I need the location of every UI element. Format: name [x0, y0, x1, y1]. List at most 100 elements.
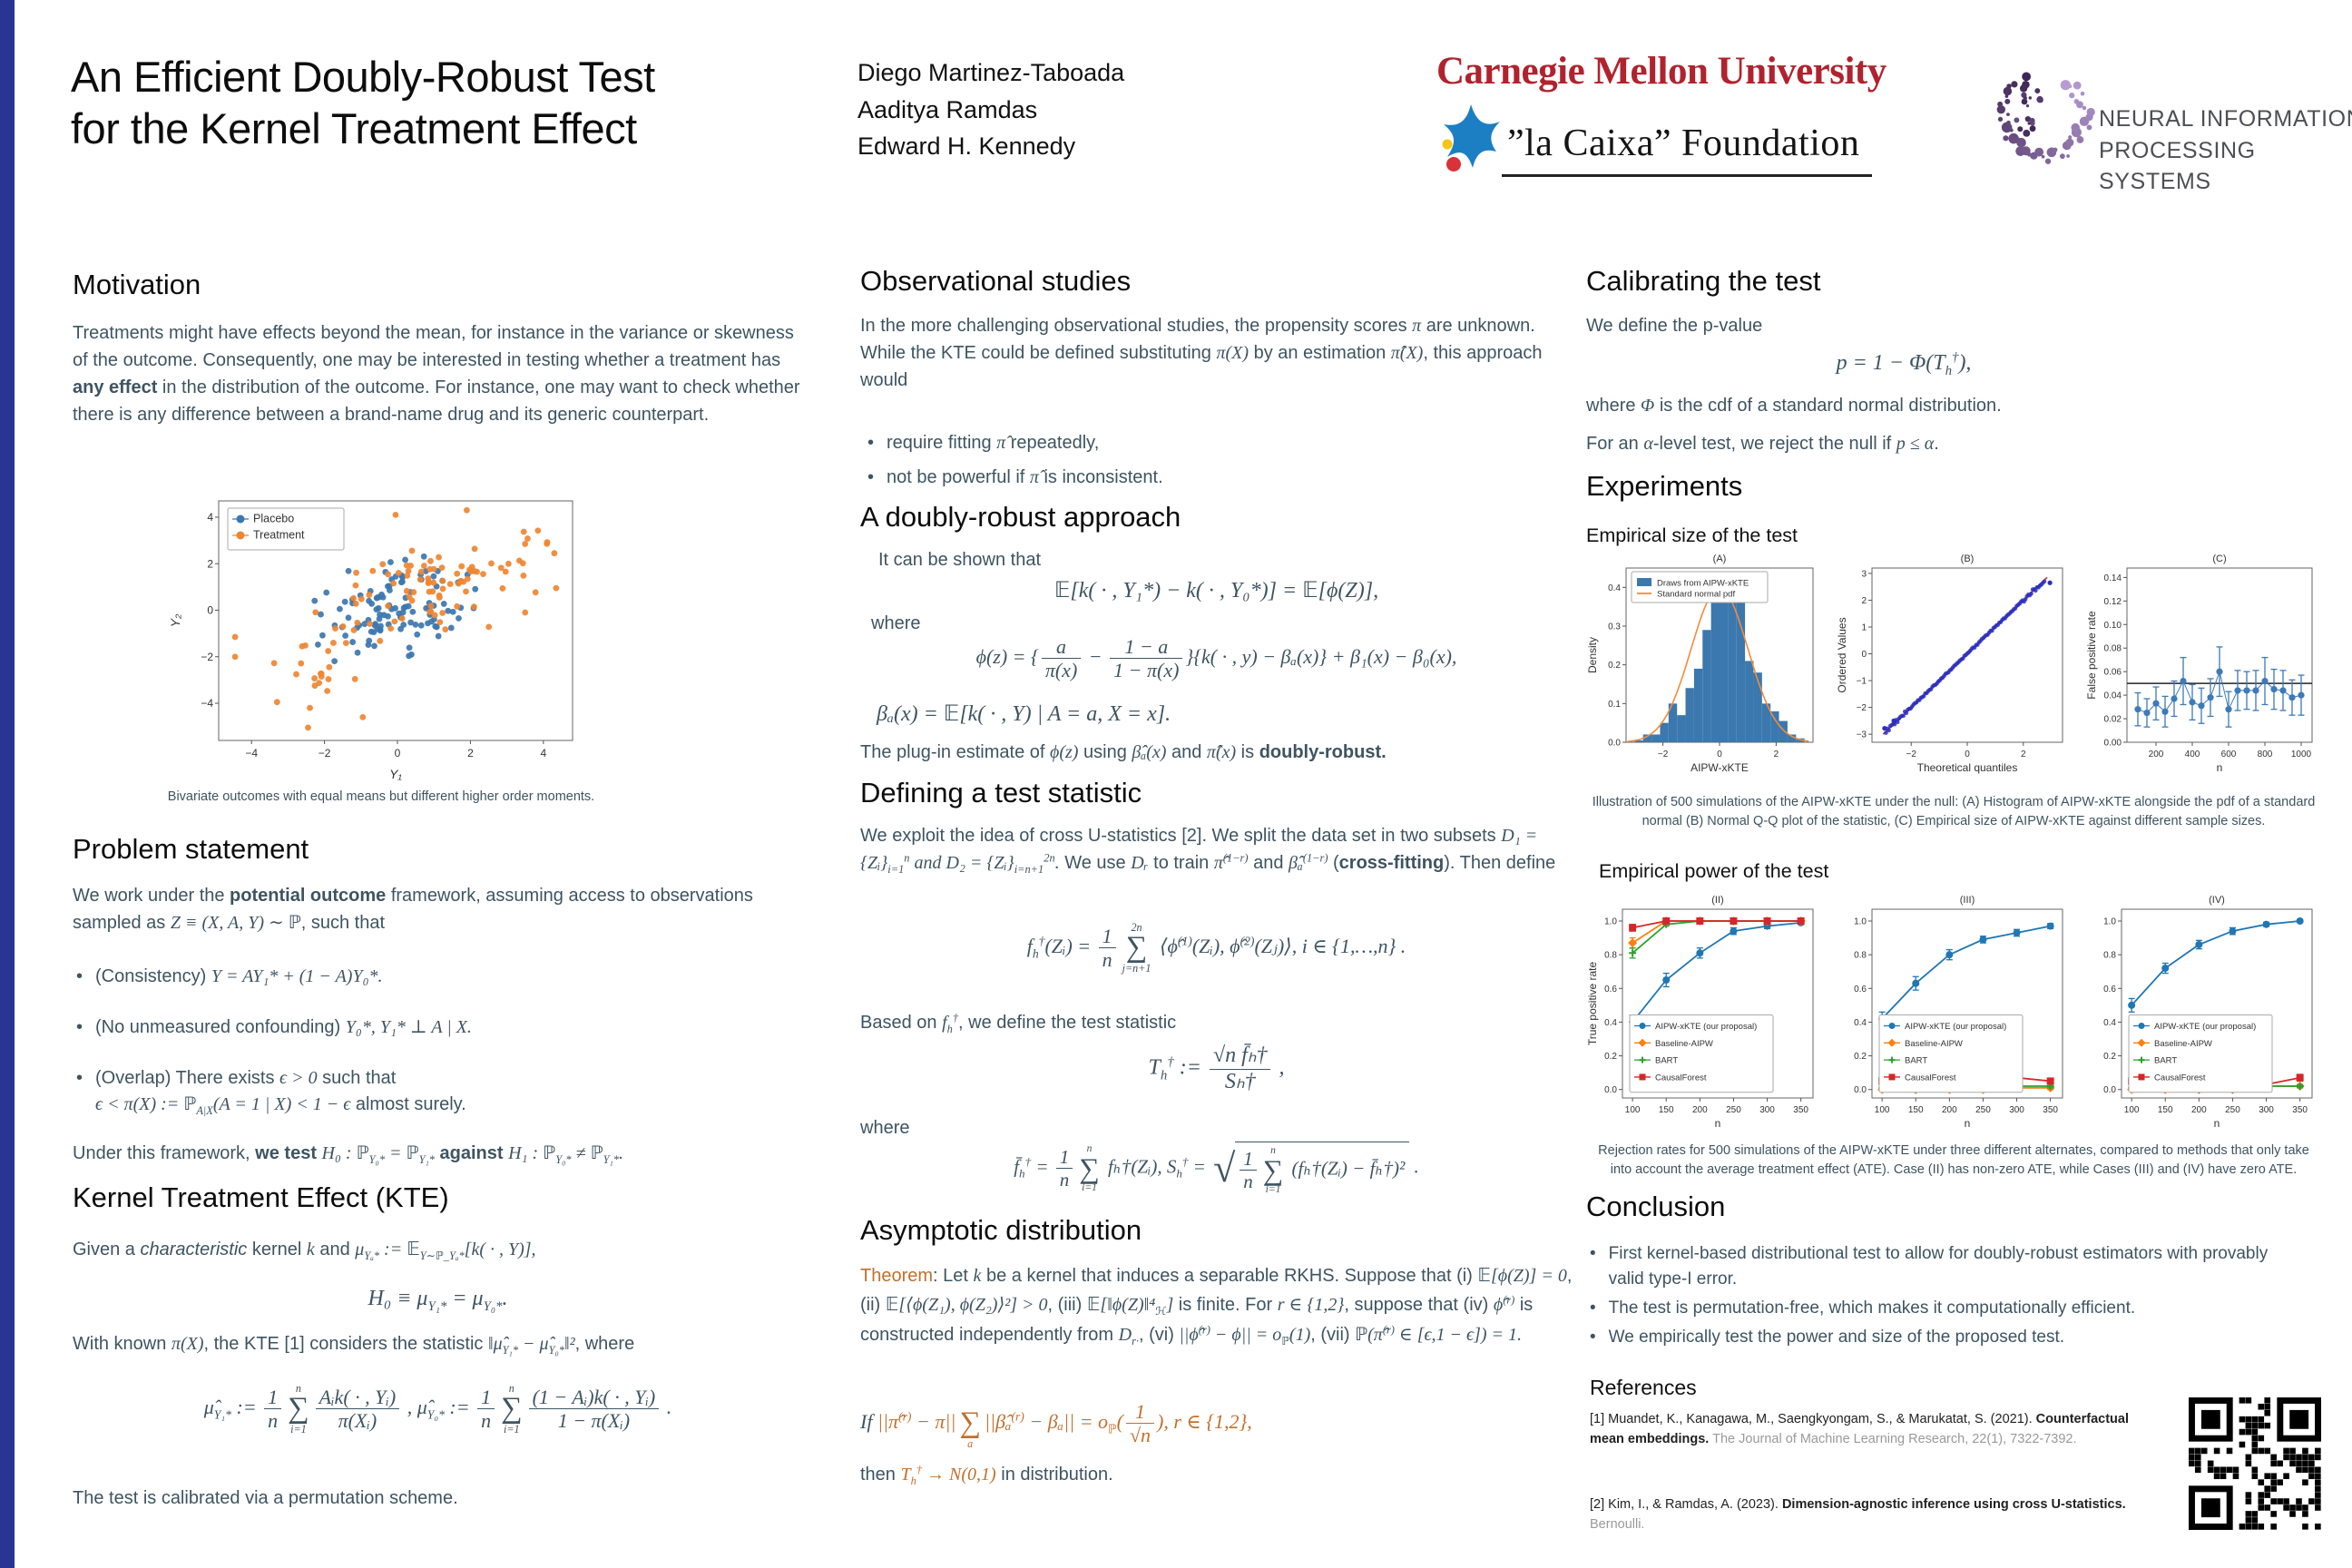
power-chart-II: AIPW-xKTE (our proposal) Baseline-AIPW BAR… [1586, 895, 1814, 1130]
svg-text:AIPW-xKTE: AIPW-xKTE [1690, 761, 1749, 774]
svg-text:2: 2 [1774, 750, 1779, 760]
false-positive-rate-chart: 200 400 600 800 1000 0.00 0.02 0.04 0.06 0.08 0.10… [2085, 554, 2313, 774]
svg-text:200: 200 [1692, 1105, 1708, 1115]
svg-text:0.4: 0.4 [2103, 1018, 2116, 1028]
svg-text:0.04: 0.04 [2104, 691, 2122, 701]
svg-text:0.8: 0.8 [2103, 951, 2116, 961]
svg-text:Density: Density [1586, 637, 1599, 673]
svg-text:0: 0 [1965, 750, 1970, 760]
svg-text:AIPW-xKTE (our proposal): AIPW-xKTE (our proposal) [1905, 1022, 2006, 1032]
svg-text:300: 300 [2259, 1105, 2274, 1115]
kte-heading: Kernel Treatment Effect (KTE) [73, 1181, 449, 1213]
problem-test-line: Under this framework, we test H₀ : ℙY₀* … [73, 1143, 624, 1166]
conclusion-bullet: • We empirically test the power and size … [1590, 1328, 2065, 1347]
svg-text:Theoretical quantiles: Theoretical quantiles [1917, 761, 2018, 774]
svg-text:350: 350 [1793, 1105, 1808, 1115]
doubly-where: where [871, 613, 921, 633]
svg-text:−4: −4 [201, 697, 213, 710]
svg-text:n: n [1715, 1117, 1721, 1130]
svg-text:0.2: 0.2 [2103, 1052, 2116, 1062]
problem-bullet: • (No unmeasured confounding) Y₀*, Y₁* ⊥ … [76, 1017, 472, 1037]
svg-text:−2: −2 [318, 747, 331, 760]
svg-text:Y₂: Y₂ [168, 613, 182, 627]
svg-text:0.0: 0.0 [2103, 1085, 2116, 1095]
motivation-paragraph: Treatments might have effects beyond the… [73, 323, 800, 425]
conclusion-heading: Conclusion [1586, 1191, 1726, 1222]
svg-text:Baseline-AIPW: Baseline-AIPW [1655, 1039, 1713, 1049]
calibrating-p2: where Φ is the cdf of a standard normal … [1586, 396, 2002, 416]
svg-text:600: 600 [2221, 750, 2237, 760]
svg-text:Treatment: Treatment [253, 529, 305, 542]
svg-text:300: 300 [1759, 1105, 1775, 1115]
lacaixa-logo: ”la Caixa” Foundation [1436, 101, 1886, 177]
power-chart-III: AIPW-xKTE (our proposal) Baseline-AIPW BAR… [1854, 895, 2063, 1130]
svg-text:350: 350 [2292, 1105, 2308, 1115]
svg-text:0.2: 0.2 [1604, 1052, 1617, 1062]
svg-text:0.1: 0.1 [1608, 700, 1621, 710]
observational-bullet: • not be powerful if π̂ is inconsistent. [867, 467, 1163, 487]
svg-text:CausalForest: CausalForest [1905, 1073, 1956, 1083]
svg-text:1.0: 1.0 [2103, 917, 2116, 927]
svg-text:−2: −2 [1857, 703, 1867, 713]
svg-text:2: 2 [1861, 596, 1867, 606]
svg-text:Baseline-AIPW: Baseline-AIPW [1905, 1039, 1963, 1049]
svg-text:(A): (A) [1713, 554, 1727, 564]
doubly-beta-formula: βₐ(x) = 𝔼[k( · , Y) | A = a, X = x]. [877, 702, 1171, 726]
svg-text:Ordered Values: Ordered Values [1836, 617, 1848, 692]
svg-text:0.4: 0.4 [1604, 1018, 1617, 1028]
qr-code [2189, 1397, 2321, 1530]
svg-text:−1: −1 [1857, 677, 1867, 687]
svg-text:300: 300 [2009, 1105, 2024, 1115]
lacaixa-wordmark: ”la Caixa” Foundation [1502, 122, 1873, 177]
svg-text:Placebo: Placebo [253, 513, 294, 525]
svg-text:1000: 1000 [2291, 750, 2312, 760]
defining-T-formula: Th† := √n f̄ₕ† Sₕ† , [1148, 1044, 1285, 1093]
svg-text:n: n [2214, 1117, 2220, 1130]
svg-text:4: 4 [207, 511, 213, 524]
svg-text:CausalForest: CausalForest [1655, 1073, 1707, 1083]
svg-text:n: n [2217, 761, 2223, 774]
svg-text:150: 150 [2158, 1105, 2173, 1115]
left-accent-stripe [0, 0, 15, 1568]
kte-given: Given a characteristic kernel k and μYₐ*… [73, 1240, 536, 1262]
svg-text:0.0: 0.0 [1608, 739, 1621, 749]
defining-f-formula: fh†(Zᵢ) = 1 n 2n ∑ j=n+1 ⟨ϕ̂(1)(Zᵢ), ϕ̂(2)(Z… [1026, 921, 1406, 975]
figure-scatter-caption: Bivariate outcomes with equal means but … [167, 789, 595, 804]
power-chart-IV: AIPW-xKTE (our proposal) Baseline-AIPW BAR… [2103, 895, 2313, 1130]
conclusion-bullet: • First kernel-based distributional test … [1590, 1244, 2269, 1289]
empirical-power-subheading: Empirical power of the test [1599, 860, 1829, 882]
cmu-logo: Carnegie Mellon University ”la Caixa” Fo… [1436, 49, 1886, 177]
defining-paragraph: We exploit the idea of cross U-statistic… [860, 826, 1556, 876]
scatter-plot: Placebo Treatment −4 −2 0 2 4 −4 −2 0 2 4 Y₁ Y₂ [168, 500, 573, 781]
observational-bullet: • require fitting π̂ repeatedly, [867, 433, 1100, 453]
figure-scatter: Placebo Treatment −4 −2 0 2 4 −4 −2 0 2 4 Y₁ Y₂ [168, 490, 585, 787]
neurips-wordmark: NEURAL INFORMATION PROCESSING SYSTEMS [2099, 106, 2352, 194]
svg-text:−4: −4 [245, 747, 258, 760]
calibrating-heading: Calibrating the test [1586, 265, 1821, 297]
svg-text:2: 2 [207, 557, 213, 570]
svg-text:800: 800 [2258, 750, 2273, 760]
defining-heading: Defining a test statistic [860, 777, 1142, 808]
svg-text:0.0: 0.0 [1604, 1085, 1617, 1095]
svg-text:1.0: 1.0 [1604, 917, 1617, 927]
svg-text:0.08: 0.08 [2104, 644, 2122, 654]
svg-text:−3: −3 [1857, 730, 1867, 740]
svg-text:0.00: 0.00 [2104, 739, 2122, 749]
svg-text:False positive rate: False positive rate [2085, 611, 2098, 700]
svg-text:Standard normal pdf: Standard normal pdf [1657, 590, 1735, 600]
svg-text:0.02: 0.02 [2104, 715, 2122, 725]
svg-text:150: 150 [1908, 1105, 1924, 1115]
svg-text:AIPW-xKTE (our proposal): AIPW-xKTE (our proposal) [1655, 1022, 1757, 1032]
svg-text:0: 0 [1717, 750, 1722, 760]
svg-text:0.2: 0.2 [1608, 661, 1621, 671]
svg-text:(B): (B) [1961, 554, 1975, 564]
svg-text:100: 100 [2124, 1105, 2140, 1115]
svg-text:0.8: 0.8 [1854, 951, 1867, 961]
experiments-heading: Experiments [1586, 470, 1743, 502]
doubly-heading: A doubly-robust approach [860, 501, 1181, 533]
size-figure-caption: Illustration of 500 simulations of the A… [1592, 795, 2316, 829]
observational-heading: Observational studies [860, 265, 1132, 297]
svg-text:0.3: 0.3 [1608, 622, 1621, 632]
svg-text:0.14: 0.14 [2104, 573, 2122, 583]
references-heading: References [1590, 1376, 1697, 1399]
